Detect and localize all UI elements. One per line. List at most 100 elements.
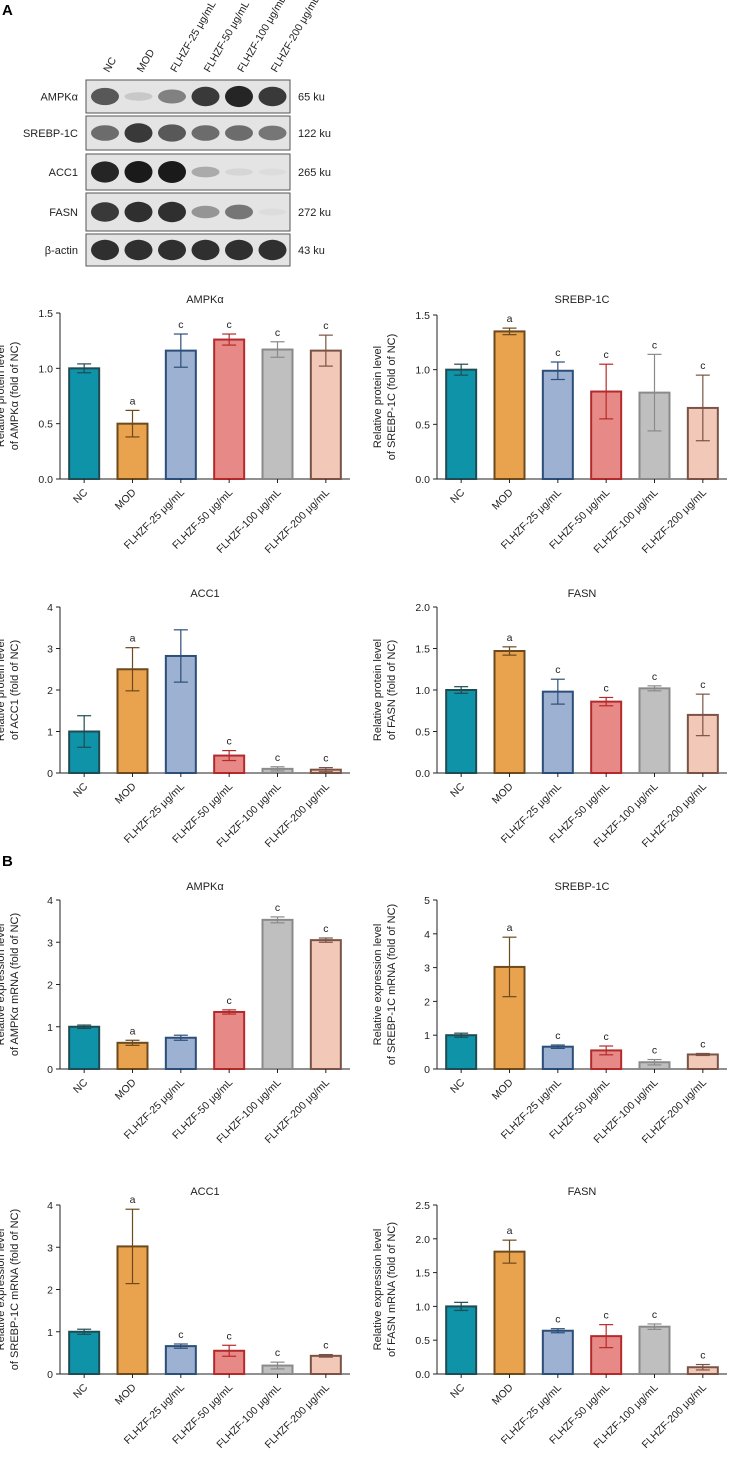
blot-size-label: 122 ku bbox=[298, 128, 331, 140]
y-tick-label: 0.5 bbox=[415, 419, 430, 431]
y-tick-label: 4 bbox=[47, 1200, 53, 1212]
blot-band bbox=[225, 239, 253, 261]
y-axis-label: Relative protein level bbox=[372, 639, 384, 741]
y-axis-label: of SREBP-1C (fold of NC) bbox=[386, 334, 398, 461]
y-tick-label: 0.0 bbox=[38, 474, 53, 486]
blot-size-label: 272 ku bbox=[298, 207, 331, 219]
y-tick-label: 0.5 bbox=[415, 727, 430, 739]
chart-title: AMPKα bbox=[186, 881, 224, 893]
blot-band bbox=[158, 161, 186, 183]
bar bbox=[309, 349, 342, 481]
bar bbox=[493, 330, 526, 480]
blot-band bbox=[124, 239, 153, 261]
blot-band bbox=[225, 168, 253, 176]
y-tick-label: 2 bbox=[424, 996, 430, 1008]
bar bbox=[541, 369, 574, 481]
blot-size-label: 265 ku bbox=[298, 167, 331, 179]
bar bbox=[68, 1330, 101, 1375]
x-tick-label: MOD bbox=[490, 1076, 516, 1102]
bar bbox=[541, 1329, 574, 1375]
bar bbox=[445, 1305, 478, 1376]
bar bbox=[638, 1325, 671, 1376]
bar bbox=[638, 687, 671, 775]
significance-label: c bbox=[555, 1314, 560, 1326]
significance-label: a bbox=[507, 1225, 513, 1237]
blot-band bbox=[225, 204, 253, 220]
bar bbox=[68, 367, 101, 481]
bar bbox=[445, 368, 478, 480]
y-tick-label: 1.5 bbox=[415, 310, 430, 322]
significance-label: c bbox=[227, 995, 232, 1007]
blot-band bbox=[124, 161, 153, 183]
blot-protein-label: ACC1 bbox=[49, 167, 78, 179]
bar bbox=[261, 348, 294, 480]
x-tick-label: NC bbox=[448, 1381, 468, 1401]
bar-chart: AMPKα Relative protein level of AMPKα (fol… bbox=[0, 294, 350, 556]
y-tick-label: 4 bbox=[47, 895, 53, 907]
blot-strip bbox=[85, 233, 291, 267]
x-tick-label: NC bbox=[448, 486, 468, 506]
bar-charts: AMPKα Relative protein level of AMPKα (fol… bbox=[0, 294, 727, 1451]
significance-label: a bbox=[130, 395, 136, 407]
blot-band bbox=[191, 86, 220, 107]
significance-label: c bbox=[323, 320, 328, 332]
bar bbox=[541, 1045, 574, 1071]
blot-band bbox=[91, 125, 119, 141]
significance-label: c bbox=[604, 1031, 609, 1043]
bar-chart: FASN Relative expression level of FASN mRN… bbox=[372, 1186, 727, 1451]
blot-protein-label: β-actin bbox=[45, 245, 78, 257]
significance-label: c bbox=[652, 1309, 657, 1321]
blot-band bbox=[158, 124, 186, 142]
x-tick-label: NC bbox=[71, 1381, 91, 1401]
bar bbox=[213, 1010, 246, 1071]
blot-size-label: 65 ku bbox=[298, 92, 325, 104]
significance-label: c bbox=[652, 1045, 657, 1057]
significance-label: c bbox=[652, 671, 657, 683]
blot-band bbox=[191, 205, 220, 219]
y-tick-label: 1.5 bbox=[415, 644, 430, 656]
y-tick-label: 3 bbox=[47, 937, 53, 949]
x-tick-label: NC bbox=[71, 780, 91, 800]
bar bbox=[116, 1041, 149, 1071]
y-axis-label: of AMPKα (fold of NC) bbox=[9, 342, 21, 450]
y-tick-label: 1.0 bbox=[415, 365, 430, 377]
blot-band bbox=[258, 125, 287, 141]
y-tick-label: 0.0 bbox=[415, 1369, 430, 1381]
blot-band bbox=[158, 89, 186, 104]
panel-letter-a: A bbox=[2, 2, 13, 19]
blot-band bbox=[91, 161, 119, 183]
y-tick-label: 1 bbox=[424, 1030, 430, 1042]
significance-label: c bbox=[700, 1350, 705, 1362]
blot-band bbox=[124, 92, 153, 101]
blot-lane-label: MOD bbox=[135, 47, 158, 75]
significance-label: c bbox=[178, 319, 183, 331]
significance-label: c bbox=[227, 736, 232, 748]
y-tick-label: 1.0 bbox=[415, 685, 430, 697]
blot-band bbox=[191, 239, 220, 261]
y-tick-label: 1 bbox=[47, 1022, 53, 1034]
y-tick-label: 2 bbox=[47, 685, 53, 697]
x-tick-label: NC bbox=[448, 1076, 468, 1096]
panel-letter-b: B bbox=[2, 853, 13, 870]
bar bbox=[164, 349, 197, 481]
bar bbox=[445, 1034, 478, 1070]
y-axis-label: Relative expression level bbox=[0, 1229, 7, 1351]
chart-title: FASN bbox=[568, 1186, 597, 1198]
significance-label: a bbox=[507, 922, 513, 934]
y-axis-label: of SREBP-1C mRNA (fold of NC) bbox=[9, 1209, 21, 1370]
significance-label: c bbox=[555, 347, 560, 359]
significance-label: a bbox=[130, 633, 136, 645]
chart-title: ACC1 bbox=[190, 588, 219, 600]
blot-band bbox=[124, 123, 153, 143]
significance-label: c bbox=[700, 1038, 705, 1050]
significance-label: a bbox=[507, 632, 513, 644]
significance-label: a bbox=[130, 1194, 136, 1206]
x-tick-label: MOD bbox=[113, 1381, 139, 1407]
significance-label: c bbox=[323, 1340, 328, 1352]
y-tick-label: 1.0 bbox=[38, 363, 53, 375]
x-tick-label: MOD bbox=[113, 1076, 139, 1102]
blot-band bbox=[258, 239, 287, 261]
significance-label: a bbox=[507, 313, 513, 325]
